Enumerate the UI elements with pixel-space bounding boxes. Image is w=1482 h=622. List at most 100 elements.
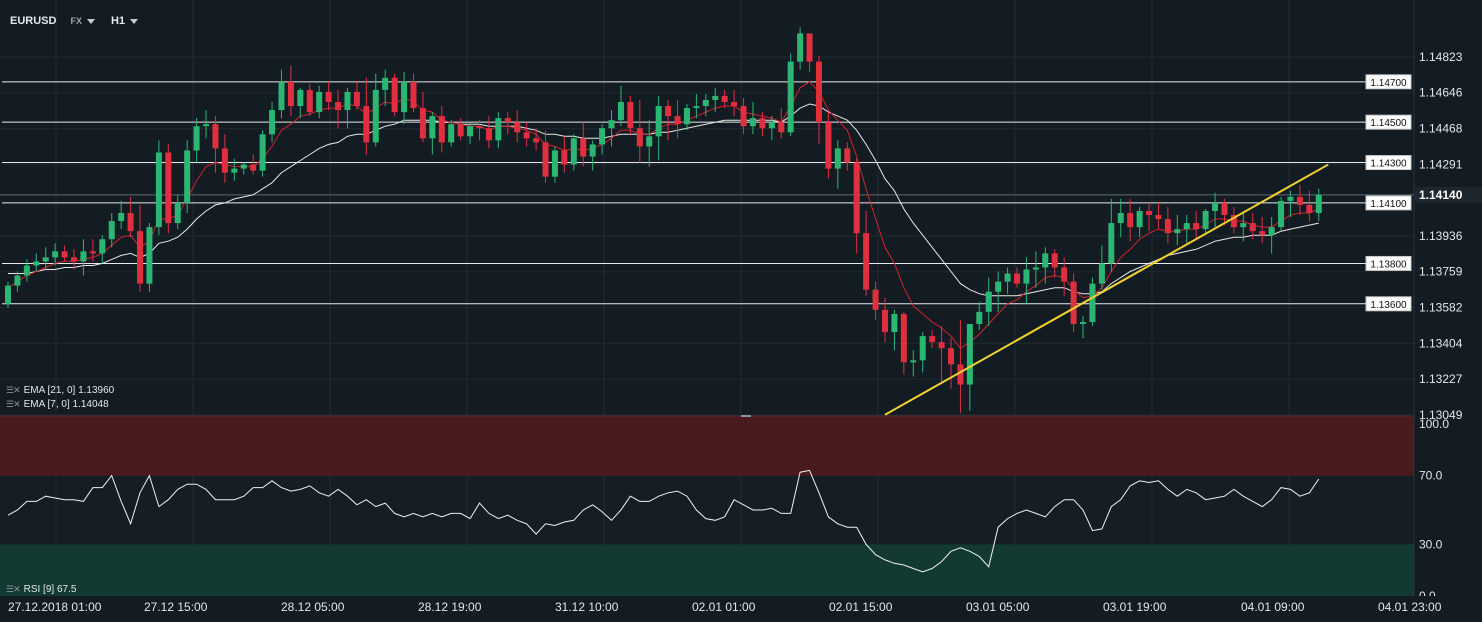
- legend-ema7-label: EMA [7, 0] 1.14048: [23, 399, 109, 410]
- time-axis-tick-label: 02.01 01:00: [692, 600, 756, 614]
- current-price-badge: [1415, 186, 1482, 203]
- current-price-label: 1.14140: [1419, 188, 1463, 202]
- candle-bull: [203, 124, 210, 127]
- candle-bear: [1230, 215, 1237, 228]
- candle-bear: [1014, 273, 1021, 284]
- candle-bull: [1108, 223, 1115, 264]
- candle-bear: [1070, 281, 1077, 324]
- candle-bear: [165, 152, 172, 224]
- candle-bull: [985, 291, 992, 312]
- candle-bear: [250, 164, 257, 171]
- price-axis-tick-label: 1.14291: [1419, 157, 1463, 171]
- candle-bull: [617, 102, 624, 121]
- rsi-oversold-zone: [0, 544, 1414, 596]
- candle-bull: [551, 150, 558, 177]
- time-axis-tick-label: 31.12 10:00: [555, 600, 619, 614]
- price-axis-tick-label: 1.14646: [1419, 86, 1463, 100]
- legend-rsi[interactable]: ☰✕ RSI [9] 67.5: [6, 584, 76, 595]
- candle-bull: [1174, 229, 1181, 234]
- candle-bear: [335, 102, 342, 111]
- candle-bull: [155, 152, 162, 228]
- candle-bull: [5, 285, 11, 304]
- candle-bull: [259, 134, 266, 171]
- legend-rsi-label: RSI [9] 67.5: [23, 584, 77, 595]
- candle-bear: [825, 122, 832, 169]
- candle-bull: [401, 81, 408, 113]
- candle-bear: [476, 126, 483, 129]
- candle-bear: [1306, 204, 1313, 213]
- indicator-settings-icon[interactable]: ☰✕: [6, 399, 21, 409]
- time-axis-tick-label: 04.01 09:00: [1241, 600, 1305, 614]
- market-label[interactable]: FX: [70, 16, 82, 26]
- candle-bear: [410, 81, 417, 109]
- timeframe-dropdown-icon[interactable]: [130, 18, 139, 24]
- candle-bear: [391, 77, 398, 113]
- candle-bull: [108, 221, 115, 240]
- timeframe-label[interactable]: H1: [110, 15, 126, 27]
- candle-bear: [740, 106, 747, 127]
- time-axis-tick-label: 03.01 19:00: [1103, 600, 1167, 614]
- pane-resize-handle: [741, 415, 751, 417]
- candle-bear: [1221, 202, 1228, 216]
- rsi-overbought-zone: [0, 416, 1414, 476]
- candle-bull: [23, 265, 30, 276]
- horizontal-level-tag: [1365, 74, 1412, 90]
- price-axis-bg: [1414, 0, 1482, 622]
- candle-bull: [1278, 200, 1285, 228]
- candle-bull: [1212, 202, 1219, 211]
- price-axis-tick-label: 1.13049: [1419, 408, 1463, 422]
- candle-bear: [353, 91, 360, 107]
- candle-bull: [655, 106, 662, 137]
- candle-bull: [787, 61, 794, 133]
- candle-bull: [14, 275, 21, 286]
- candle-bull: [382, 77, 389, 90]
- candle-bull: [80, 251, 87, 262]
- candle-bear: [89, 251, 96, 254]
- horizontal-level-label: 1.14300: [1370, 159, 1407, 170]
- candle-bull: [1032, 267, 1039, 270]
- candle-bull: [297, 89, 304, 107]
- candle-bear: [759, 118, 766, 129]
- candle-bull: [749, 118, 756, 127]
- horizontal-level-label: 1.14500: [1370, 118, 1407, 129]
- candle-bull: [1315, 194, 1322, 213]
- candle-bear: [137, 231, 144, 284]
- legend-ema7[interactable]: ☰✕ EMA [7, 0] 1.14048: [6, 399, 109, 410]
- market-dropdown-icon[interactable]: [86, 18, 95, 24]
- candle-bull: [174, 202, 181, 224]
- indicator-settings-icon[interactable]: ☰✕: [6, 584, 21, 594]
- price-axis-tick-label: 1.13404: [1419, 336, 1463, 350]
- horizontal-level-tag: [1365, 195, 1412, 211]
- candle-bull: [1117, 212, 1124, 224]
- candle-bull: [495, 118, 502, 141]
- candle-bear: [438, 116, 445, 143]
- candle-bear: [778, 122, 785, 133]
- candle-bull: [1268, 227, 1275, 236]
- rsi-line: [7, 469, 1320, 573]
- candle-bull: [193, 126, 200, 151]
- candle-bear: [1061, 267, 1068, 282]
- candle-bear: [929, 336, 936, 343]
- candle-bull: [570, 138, 577, 165]
- candle-bull: [1089, 283, 1096, 322]
- candle-bear: [306, 89, 313, 113]
- candle-bull: [693, 106, 700, 109]
- candle-bear: [457, 124, 464, 137]
- candle-bear: [363, 106, 370, 143]
- candle-bear: [127, 212, 134, 232]
- candle-bull: [995, 281, 1002, 292]
- horizontal-level-tag: [1365, 155, 1412, 171]
- candle-bear: [580, 138, 587, 157]
- candle-bull: [99, 239, 106, 254]
- candle-bear: [1164, 219, 1171, 234]
- symbol-label[interactable]: EURUSD: [10, 15, 57, 27]
- indicator-settings-icon[interactable]: ☰✕: [6, 385, 21, 395]
- candle-bull: [834, 148, 841, 169]
- horizontal-level-tag: [1365, 255, 1412, 271]
- legend-ema21[interactable]: ☰✕ EMA [21, 0] 1.13960: [6, 385, 114, 396]
- candle-bull: [768, 122, 775, 129]
- candle-bear: [721, 95, 728, 103]
- horizontal-level-label: 1.13800: [1370, 259, 1407, 270]
- candle-bear: [731, 102, 738, 107]
